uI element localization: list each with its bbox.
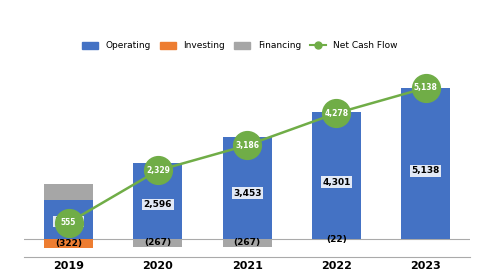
Text: 5,138: 5,138 — [411, 166, 440, 176]
Text: 3,453: 3,453 — [233, 189, 262, 198]
Text: (267): (267) — [234, 238, 261, 247]
Text: 5,138: 5,138 — [414, 83, 438, 92]
Text: (322): (322) — [55, 239, 82, 248]
Text: 3,186: 3,186 — [235, 141, 259, 150]
Text: 1,318: 1,318 — [54, 217, 83, 226]
Bar — [44, 200, 93, 239]
Text: 555: 555 — [61, 218, 76, 227]
Bar — [223, 137, 272, 239]
Text: (22): (22) — [326, 235, 347, 244]
Bar — [223, 239, 272, 247]
Bar — [133, 239, 182, 247]
Bar — [312, 113, 361, 239]
Text: 4,278: 4,278 — [324, 109, 348, 118]
Bar — [133, 163, 182, 239]
Text: Cash flow ($'000) - 5 Years to December 2023: Cash flow ($'000) - 5 Years to December … — [79, 11, 401, 24]
Legend: Operating, Investing, Financing, Net Cash Flow: Operating, Investing, Financing, Net Cas… — [78, 38, 402, 54]
Text: 2,596: 2,596 — [144, 200, 172, 209]
Bar — [401, 88, 450, 239]
Text: 2,329: 2,329 — [146, 166, 170, 175]
Bar — [44, 184, 93, 200]
Text: (267): (267) — [144, 238, 171, 247]
Text: 4,301: 4,301 — [322, 177, 351, 187]
Bar — [44, 239, 93, 248]
